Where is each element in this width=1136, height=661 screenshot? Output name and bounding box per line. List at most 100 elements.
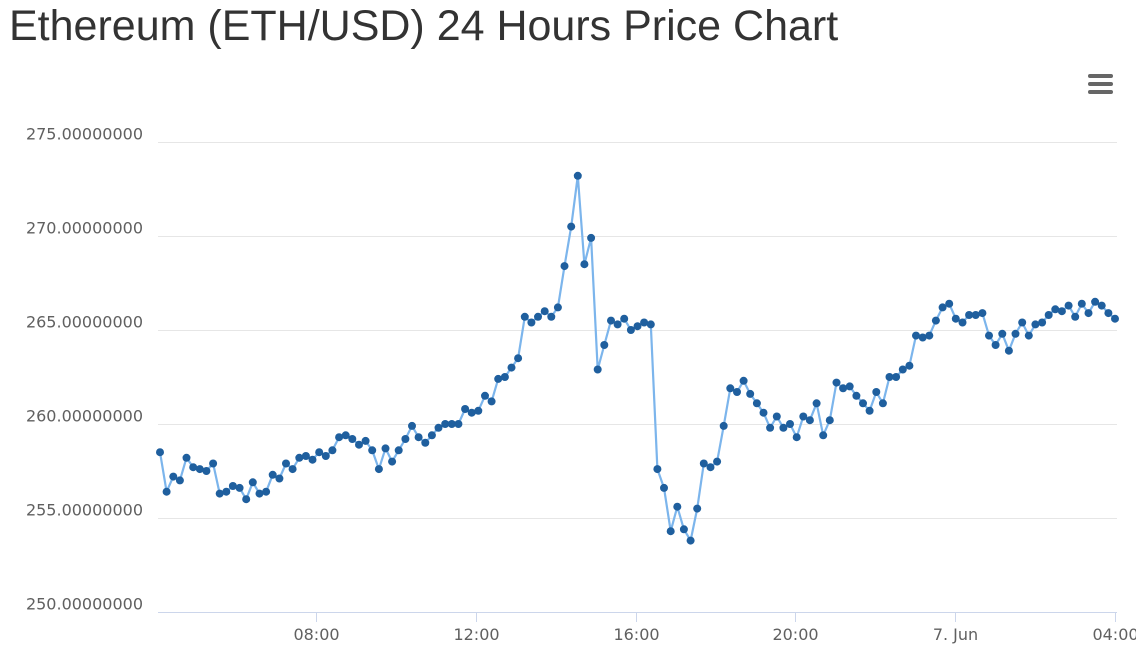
data-point[interactable]	[839, 384, 848, 393]
data-point[interactable]	[321, 452, 330, 460]
data-point[interactable]	[308, 455, 317, 464]
data-point[interactable]	[719, 421, 728, 430]
data-point[interactable]	[467, 408, 476, 417]
data-point[interactable]	[427, 431, 436, 440]
data-point[interactable]	[640, 318, 649, 327]
data-point[interactable]	[288, 465, 297, 474]
data-point[interactable]	[620, 314, 629, 323]
data-point[interactable]	[892, 373, 901, 381]
data-point[interactable]	[646, 320, 655, 329]
data-point[interactable]	[275, 474, 284, 483]
data-point[interactable]	[520, 312, 529, 321]
data-point[interactable]	[547, 312, 556, 321]
data-point[interactable]	[799, 412, 808, 421]
data-point[interactable]	[348, 435, 357, 443]
data-point[interactable]	[255, 489, 264, 498]
data-point[interactable]	[898, 365, 907, 374]
data-point[interactable]	[500, 373, 509, 381]
data-point[interactable]	[401, 435, 410, 443]
data-point[interactable]	[713, 457, 722, 466]
data-point[interactable]	[918, 333, 927, 342]
data-point[interactable]	[441, 420, 450, 428]
data-point[interactable]	[905, 361, 914, 370]
data-point[interactable]	[759, 408, 768, 417]
data-point[interactable]	[819, 431, 828, 440]
data-point[interactable]	[805, 416, 814, 425]
data-point[interactable]	[852, 391, 861, 400]
data-point[interactable]	[534, 312, 542, 321]
data-point[interactable]	[951, 314, 960, 323]
data-point[interactable]	[222, 487, 231, 496]
data-point[interactable]	[1064, 301, 1073, 310]
data-point[interactable]	[447, 420, 456, 428]
data-point[interactable]	[209, 459, 218, 468]
data-point[interactable]	[388, 457, 397, 466]
data-point[interactable]	[931, 316, 940, 325]
data-point[interactable]	[494, 374, 503, 383]
data-point[interactable]	[553, 303, 562, 312]
data-point[interactable]	[341, 431, 350, 440]
data-point[interactable]	[487, 397, 496, 406]
data-point[interactable]	[374, 465, 383, 474]
data-point[interactable]	[653, 465, 662, 474]
data-point[interactable]	[998, 329, 1007, 338]
data-point[interactable]	[786, 420, 794, 428]
data-point[interactable]	[1004, 346, 1013, 355]
data-point[interactable]	[1038, 318, 1047, 327]
data-point[interactable]	[1071, 312, 1080, 321]
data-point[interactable]	[587, 233, 596, 242]
data-point[interactable]	[175, 476, 184, 485]
data-point[interactable]	[938, 303, 947, 312]
data-point[interactable]	[872, 388, 881, 396]
data-point[interactable]	[1051, 305, 1060, 314]
data-point[interactable]	[215, 489, 224, 498]
data-point[interactable]	[361, 436, 370, 445]
data-point[interactable]	[739, 376, 748, 385]
data-point[interactable]	[282, 459, 290, 468]
data-point[interactable]	[1044, 311, 1053, 319]
data-point[interactable]	[978, 309, 987, 318]
data-point[interactable]	[156, 448, 164, 457]
data-point[interactable]	[573, 171, 582, 180]
data-point[interactable]	[733, 388, 741, 396]
data-point[interactable]	[1091, 297, 1100, 306]
data-point[interactable]	[812, 399, 821, 408]
data-point[interactable]	[985, 331, 993, 340]
data-point[interactable]	[301, 452, 310, 460]
data-point[interactable]	[1024, 331, 1033, 340]
data-point[interactable]	[461, 405, 470, 413]
data-point[interactable]	[1084, 309, 1093, 318]
data-point[interactable]	[381, 444, 390, 453]
data-point[interactable]	[825, 416, 834, 425]
data-point[interactable]	[845, 382, 854, 391]
data-point[interactable]	[248, 478, 257, 487]
data-point[interactable]	[686, 536, 695, 545]
data-point[interactable]	[228, 482, 237, 490]
data-point[interactable]	[1111, 314, 1119, 323]
data-point[interactable]	[991, 341, 1000, 349]
data-point[interactable]	[1031, 320, 1040, 329]
data-point[interactable]	[766, 423, 775, 432]
data-point[interactable]	[368, 446, 377, 455]
data-point[interactable]	[202, 467, 211, 475]
data-point[interactable]	[706, 463, 715, 472]
data-point[interactable]	[527, 318, 536, 327]
data-point[interactable]	[772, 412, 781, 421]
data-point[interactable]	[613, 320, 622, 329]
data-point[interactable]	[593, 365, 602, 374]
data-point[interactable]	[746, 389, 755, 398]
data-point[interactable]	[958, 318, 967, 327]
data-point[interactable]	[1097, 301, 1106, 310]
data-point[interactable]	[454, 420, 463, 428]
data-point[interactable]	[779, 423, 788, 432]
data-point[interactable]	[162, 487, 171, 496]
data-point[interactable]	[1018, 318, 1027, 327]
data-point[interactable]	[633, 322, 642, 331]
data-point[interactable]	[600, 341, 609, 349]
data-point[interactable]	[355, 440, 363, 449]
chart-menu-button[interactable]	[1084, 70, 1116, 100]
data-point[interactable]	[262, 487, 271, 496]
data-point[interactable]	[832, 378, 841, 387]
data-point[interactable]	[607, 316, 615, 325]
data-point[interactable]	[792, 433, 801, 442]
